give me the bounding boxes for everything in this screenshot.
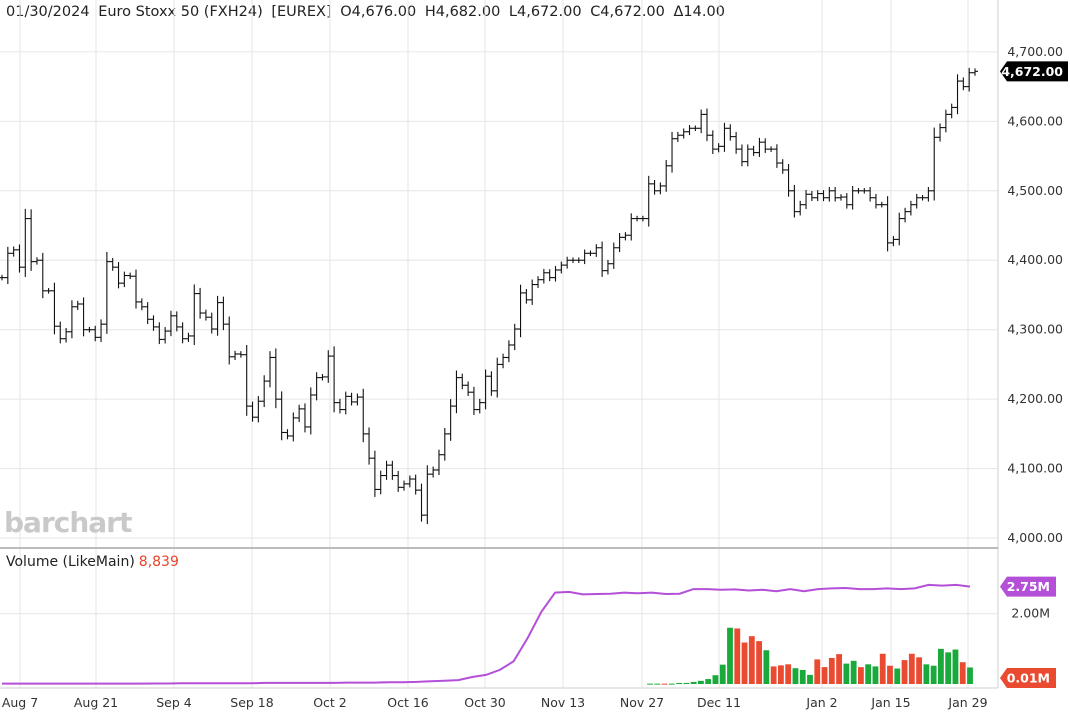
volume-bar [967, 667, 973, 684]
volume-bar [828, 657, 835, 684]
header-high: H4,682.00 [424, 4, 501, 20]
volume-bar [894, 668, 901, 684]
x-tick-label: Sep 4 [156, 695, 192, 710]
last-price-badge [1000, 61, 1068, 82]
header-open: O4,676.00 [340, 4, 417, 20]
volume-bar [938, 648, 944, 684]
volume-bar [807, 674, 813, 684]
volume-bar [858, 667, 864, 684]
volume-bar [916, 657, 922, 684]
volume-bar [741, 642, 748, 684]
volume-bar [930, 665, 937, 684]
x-tick-label: Sep 18 [230, 695, 273, 710]
volume-tick-label: 2.00M [1011, 606, 1050, 621]
volume-bar [719, 664, 726, 684]
header-exchange: [EUREX] [271, 4, 332, 20]
volume-bar [908, 653, 915, 684]
header-symbol: Euro Stoxx 50 (FXH24) [98, 4, 263, 20]
volume-bar [821, 667, 828, 684]
volume-value: 8,839 [138, 554, 179, 570]
x-tick-label: Nov 13 [541, 695, 585, 710]
volume-bar [959, 662, 966, 684]
volume-bar [778, 665, 784, 684]
volume-title: Volume (LikeMain) [6, 554, 135, 570]
volume-bar [850, 660, 857, 684]
volume-bar [901, 660, 908, 684]
volume-bar [727, 627, 733, 684]
volume-bar [683, 682, 690, 684]
volume-bar [698, 680, 704, 684]
volume-bar [814, 659, 821, 684]
volume-bar [945, 652, 952, 684]
volume-bar [647, 683, 653, 685]
y-tick-label: 4,300.00 [1007, 322, 1063, 337]
volume-bar [734, 628, 741, 684]
volume-bar [879, 653, 886, 684]
avg-volume-badge [1000, 576, 1056, 597]
x-tick-label: Jan 15 [870, 695, 910, 710]
volume-bar [756, 641, 762, 684]
avg-volume-label: 2.75M [1007, 579, 1050, 594]
y-tick-label: 4,100.00 [1007, 461, 1063, 476]
x-tick-label: Oct 2 [313, 695, 347, 710]
last-volume-label: 0.01M [1007, 671, 1050, 686]
volume-bar [872, 666, 879, 684]
volume-average-line [2, 583, 971, 685]
x-tick-label: Aug 21 [74, 695, 118, 710]
volume-bar [712, 675, 719, 684]
volume-bar [705, 679, 712, 684]
x-tick-label: Dec 11 [697, 695, 741, 710]
volume-bar [676, 682, 682, 684]
last-volume-badge [1000, 668, 1056, 688]
barchart-logo: barchart [4, 506, 132, 539]
last-price-label: 4,672.00 [1001, 64, 1063, 79]
volume-bar [661, 683, 668, 685]
volume-bar [792, 668, 799, 684]
header-date: 01/30/2024 [6, 4, 90, 20]
volume-bar [799, 669, 806, 684]
x-tick-label: Jan 29 [947, 695, 987, 710]
volume-bar [770, 666, 777, 684]
y-tick-label: 4,700.00 [1007, 44, 1063, 59]
x-tick-label: Aug 7 [2, 695, 38, 710]
volume-bar [887, 665, 893, 684]
header-change: Δ14.00 [673, 4, 725, 20]
volume-bar [654, 683, 661, 685]
y-tick-label: 4,200.00 [1007, 391, 1063, 406]
volume-bar [952, 649, 959, 684]
volume-bar [865, 664, 872, 684]
x-tick-label: Nov 27 [620, 695, 664, 710]
chart-header: 01/30/2024 Euro Stoxx 50 (FXH24) [EUREX]… [6, 4, 729, 20]
header-close: C4,672.00 [590, 4, 665, 20]
volume-bar [923, 664, 930, 684]
y-tick-label: 4,500.00 [1007, 183, 1063, 198]
volume-bar [748, 636, 755, 684]
y-tick-label: 4,400.00 [1007, 252, 1063, 267]
volume-bar [836, 654, 842, 684]
volume-bar [690, 681, 697, 684]
volume-bar [843, 663, 850, 684]
volume-bar [668, 683, 675, 685]
y-tick-label: 4,000.00 [1007, 530, 1063, 545]
x-tick-label: Jan 2 [805, 695, 837, 710]
x-tick-label: Oct 30 [464, 695, 506, 710]
volume-bar [785, 664, 792, 684]
y-tick-label: 4,600.00 [1007, 113, 1063, 128]
x-tick-label: Oct 16 [387, 695, 429, 710]
volume-bar [763, 650, 770, 684]
volume-panel-title: Volume (LikeMain) 8,839 [6, 554, 179, 570]
